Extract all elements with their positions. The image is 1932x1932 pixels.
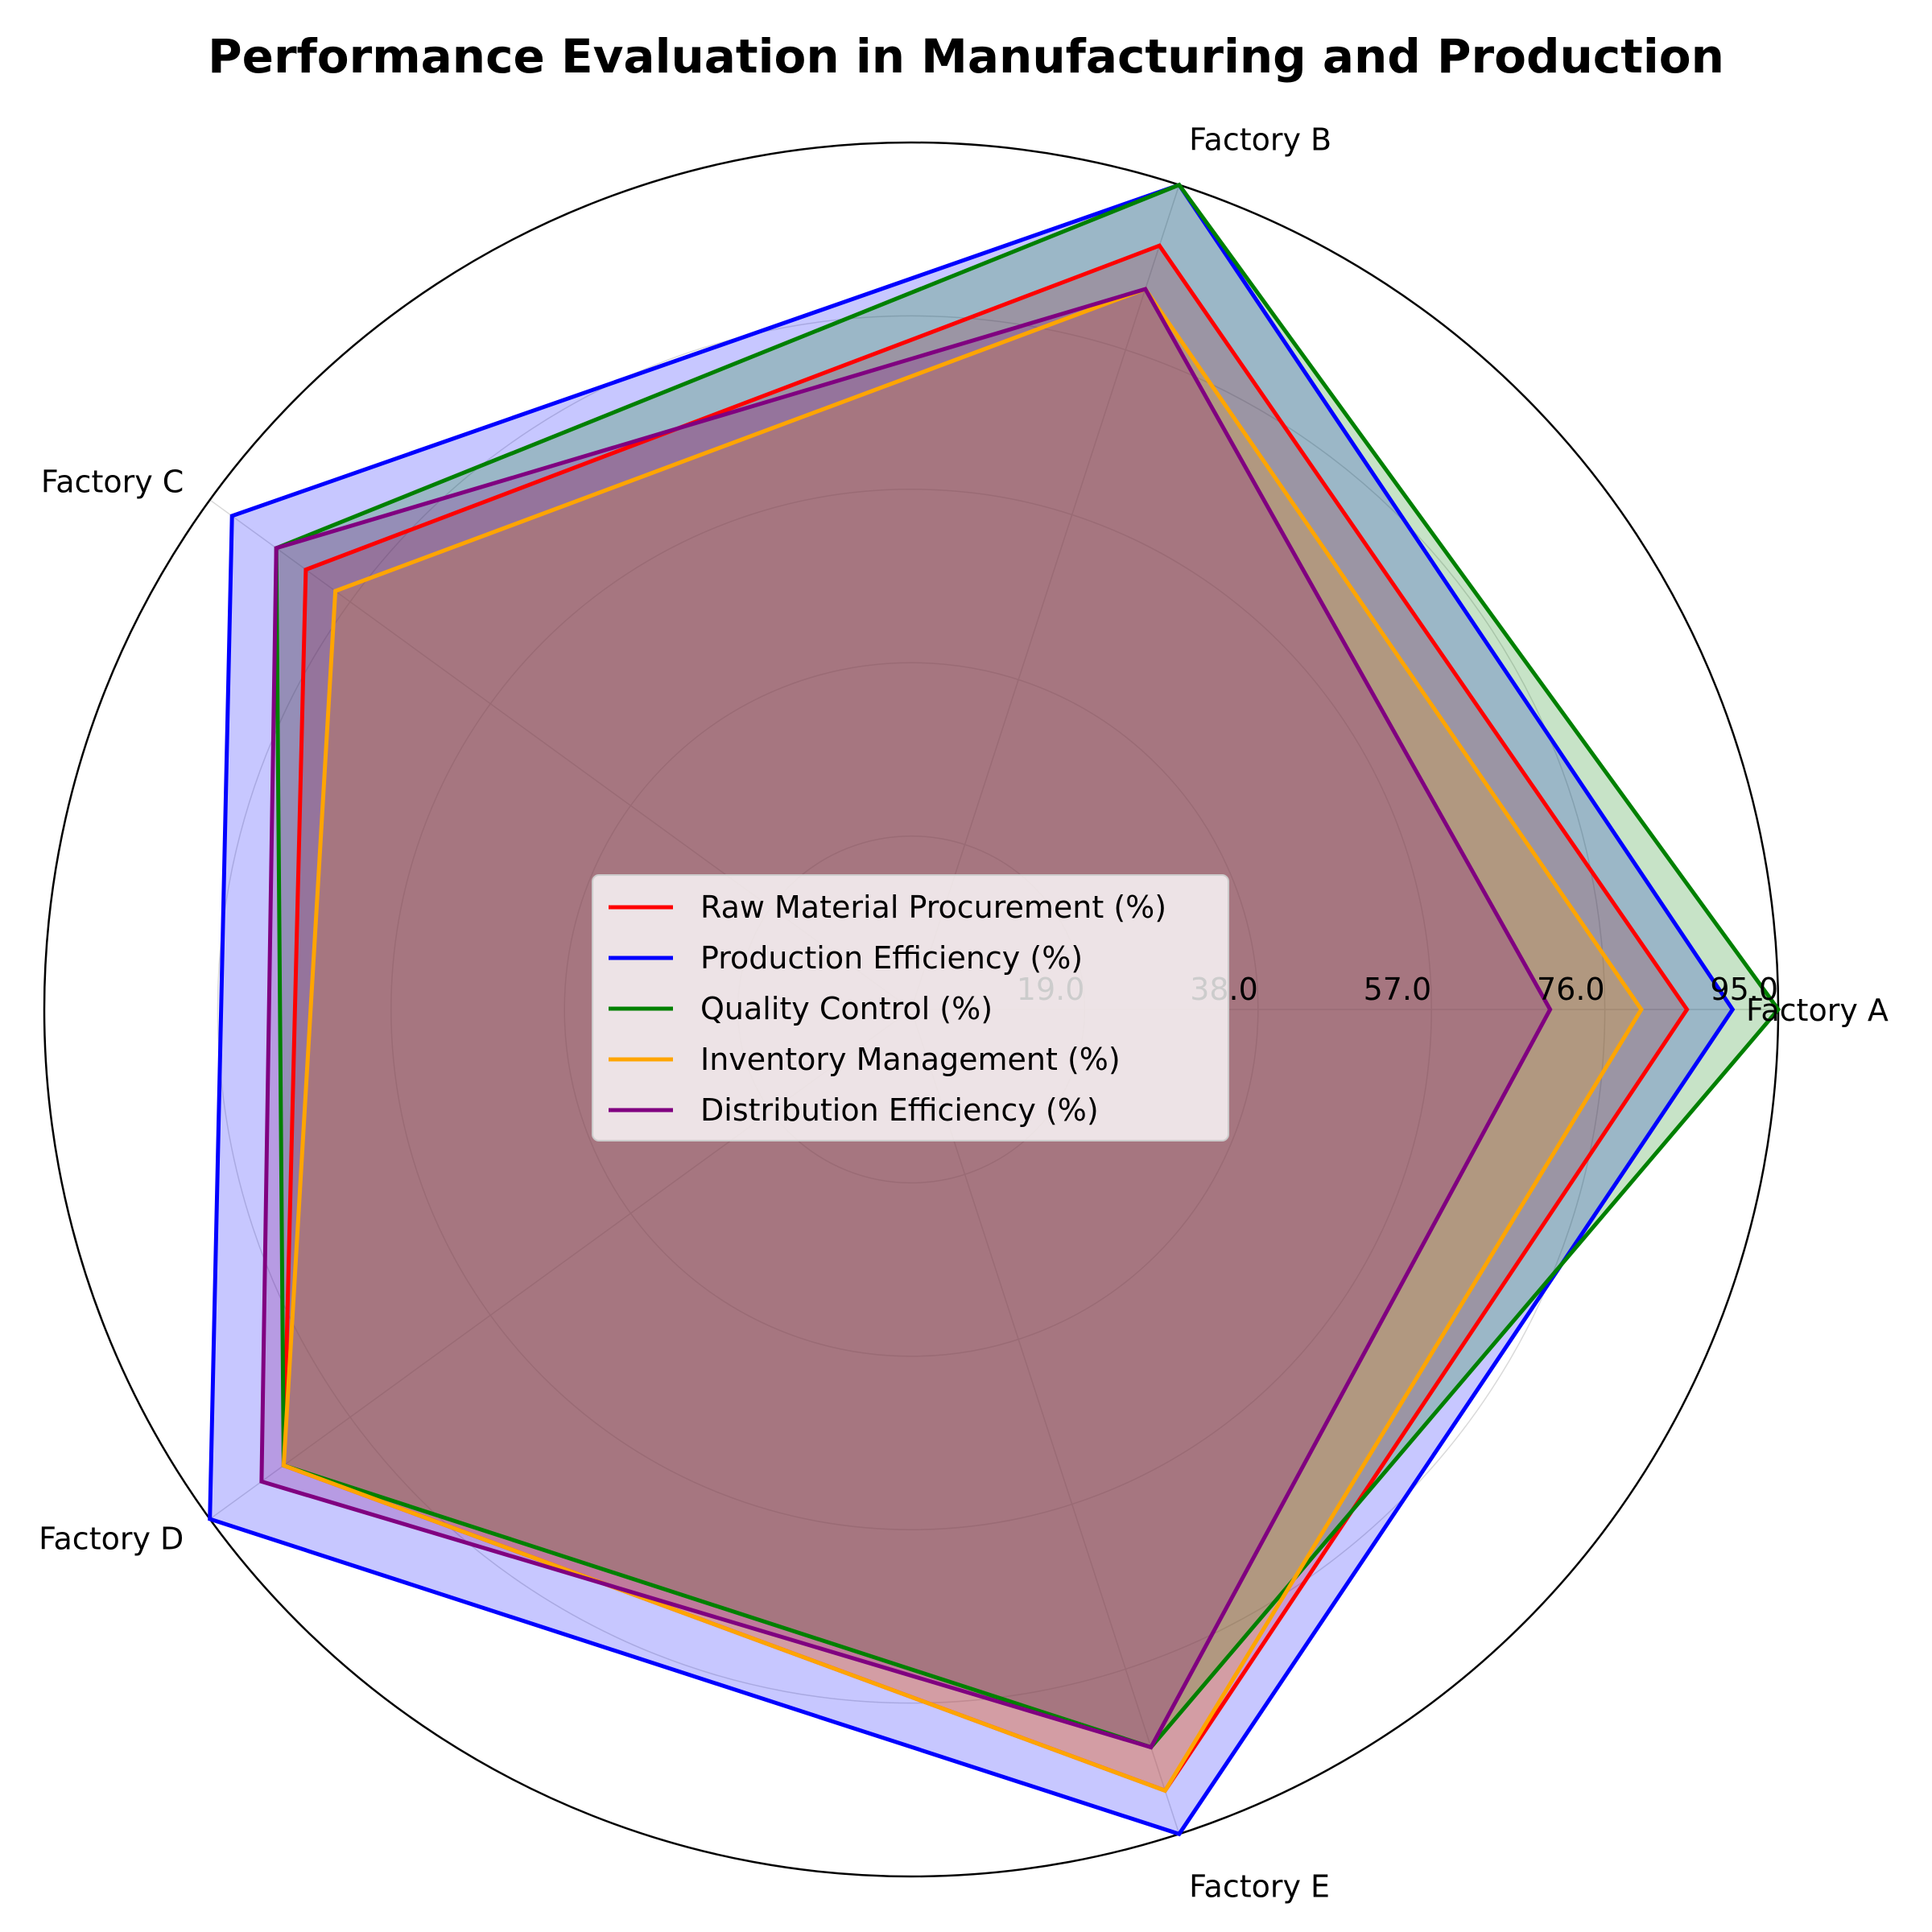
legend-box [592,874,1229,1141]
category-labels: Factory A Factory B Factory C Factory D Fact… [39,122,1889,1905]
category-label: Factory C [41,464,184,499]
radial-tick-label: 76.0 [1537,972,1605,1007]
series-lines [208,182,1781,1837]
category-label: Factory E [1189,1868,1330,1904]
radial-tick-label: 57.0 [1364,972,1432,1007]
legend-label: Production Efficiency (%) [700,940,1083,976]
legend: Raw Material Procurement (%) Production E… [592,874,1229,1141]
series-line-quality-control [274,182,1781,1750]
legend-label: Raw Material Procurement (%) [700,890,1166,925]
series-line-raw-material-procurement [281,243,1690,1794]
category-label: Factory B [1189,122,1331,158]
category-label: Factory D [39,1521,184,1557]
series-line-distribution-efficiency [259,287,1553,1750]
series-line-inventory-management [281,287,1644,1794]
legend-label: Inventory Management (%) [700,1042,1121,1077]
series-line-production-efficiency [208,182,1736,1837]
radial-tick-label: 95.0 [1710,972,1778,1007]
chart-title: Performance Evaluation in Manufacturing … [208,29,1724,84]
grid-spoke [910,1009,1180,1835]
grid-spoke [910,184,1180,1010]
legend-label: Quality Control (%) [700,991,993,1026]
legend-label: Distribution Efficiency (%) [700,1092,1099,1128]
category-label: Factory A [1746,993,1889,1028]
